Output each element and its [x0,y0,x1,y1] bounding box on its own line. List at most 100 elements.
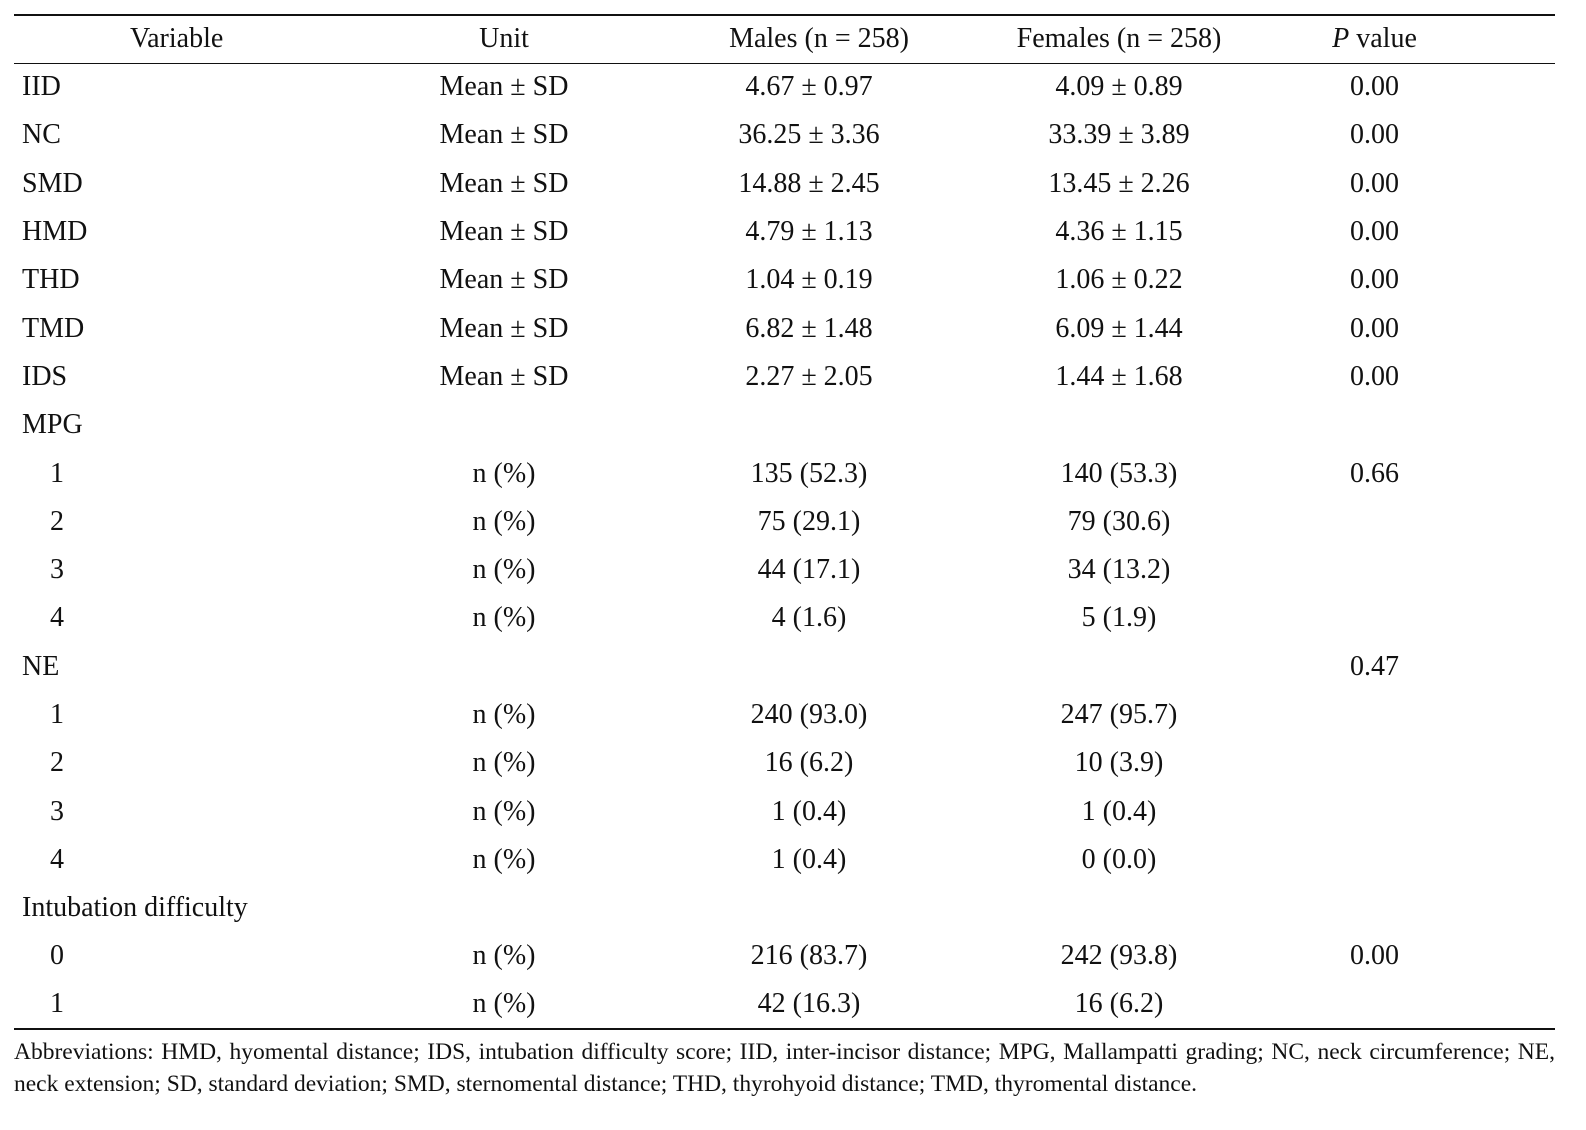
table-row: 0 n (%) 216 (83.7) 242 (93.8) 0.00 [14,932,1555,980]
cell-males: 4.79 ± 1.13 [745,216,873,248]
cell-unit: n (%) [472,602,536,634]
cell-p-value [1284,739,1555,787]
header-p-letter: P [1332,23,1350,55]
data-table-container: Variable Unit Males (n = 258) Females (n… [14,14,1555,1030]
cell-variable: 1 [50,699,64,730]
cell-males: 216 (83.7) [750,940,868,972]
cell-unit: n (%) [472,554,536,586]
header-p-word: value [1349,23,1417,55]
cell-males: 2.27 ± 2.05 [745,360,873,392]
cell-males: 4 (1.6) [771,602,847,634]
cell-variable: Intubation difficulty [22,892,248,924]
cell-females: 34 (13.2) [1067,554,1171,586]
table-row: 4 n (%) 1 (0.4) 0 (0.0) [14,836,1555,884]
cell-unit: Mean ± SD [439,360,569,392]
cell-p-value [1284,546,1555,594]
cell-females: 4.09 ± 0.89 [1055,71,1183,103]
cell-p-value: 0.00 [1350,360,1399,392]
cell-females: 140 (53.3) [1060,457,1178,489]
cell-unit: n (%) [472,747,536,779]
table-row: 4 n (%) 4 (1.6) 5 (1.9) [14,594,1555,642]
cell-variable: 2 [50,747,64,779]
cell-unit: Mean ± SD [439,312,569,344]
cell-p-value [1284,498,1555,546]
cell-variable: 3 [50,795,64,827]
table-row: TMD Mean ± SD 6.82 ± 1.48 6.09 ± 1.44 0.00 [14,304,1555,352]
cell-variable: 2 [50,505,64,537]
cell-unit: Mean ± SD [439,264,569,296]
cell-unit [344,643,664,691]
cell-unit: n (%) [472,699,536,730]
cell-males: 4.67 ± 0.97 [745,71,873,103]
table-row: MPG [14,401,1555,449]
cell-females: 16 (6.2) [954,980,1284,1030]
table-body: IID Mean ± SD 4.67 ± 0.97 4.09 ± 0.89 0.00 NC… [14,63,1555,1030]
cell-unit: n (%) [472,457,536,489]
table-row: IDS Mean ± SD 2.27 ± 2.05 1.44 ± 1.68 0.00 [14,353,1555,401]
cell-females: 1 (0.4) [1081,795,1157,827]
cell-p-value: 0.00 [1350,312,1399,344]
cell-unit: Mean ± SD [439,167,569,199]
cell-p-value: 0.00 [1350,216,1399,248]
cell-males [664,401,954,449]
cell-unit: n (%) [472,940,536,972]
cell-p-value [1284,787,1555,835]
table-row: HMD Mean ± SD 4.79 ± 1.13 4.36 ± 1.15 0.00 [14,208,1555,256]
table-row: NC Mean ± SD 36.25 ± 3.36 33.39 ± 3.89 0.00 [14,111,1555,159]
header-p-value: P value [1284,14,1555,64]
cell-males: 44 (17.1) [757,554,861,586]
cell-males: 14.88 ± 2.45 [738,167,880,199]
cell-males: 1.04 ± 0.19 [745,264,873,296]
cell-p-value: 0.66 [1350,457,1399,489]
cell-p-value: 0.00 [1350,940,1399,972]
cell-unit: n (%) [344,980,664,1030]
header-variable: Variable [14,14,344,64]
cell-females: 79 (30.6) [1067,505,1171,537]
cell-variable: IDS [22,360,68,392]
cell-males: 42 (16.3) [664,980,954,1030]
cell-variable: TMD [22,312,85,344]
cell-unit: n (%) [472,843,536,875]
data-table: Variable Unit Males (n = 258) Females (n… [14,14,1555,1030]
cell-females: 242 (93.8) [1060,940,1178,972]
cell-p-value [1284,401,1555,449]
cell-unit: Mean ± SD [439,119,569,151]
table-row: Intubation difficulty [14,884,1555,932]
cell-females [954,884,1284,932]
cell-unit: Mean ± SD [439,71,569,103]
table-row: SMD Mean ± SD 14.88 ± 2.45 13.45 ± 2.26 0.00 [14,160,1555,208]
cell-variable: 1 [50,457,64,489]
cell-p-value [1284,980,1555,1030]
cell-variable: 0 [50,940,64,972]
table-row: NE 0.47 [14,643,1555,691]
cell-variable: IID [22,71,61,103]
cell-males: 1 (0.4) [771,843,847,875]
table-header-row: Variable Unit Males (n = 258) Females (n… [14,14,1555,64]
cell-females [954,643,1284,691]
cell-females: 247 (95.7) [1060,699,1178,730]
cell-unit [344,401,664,449]
table-row: IID Mean ± SD 4.67 ± 0.97 4.09 ± 0.89 0.00 [14,63,1555,111]
table-row: 1 n (%) 240 (93.0) 247 (95.7) [14,691,1555,739]
cell-females: 10 (3.9) [1074,747,1164,779]
cell-females: 1.06 ± 0.22 [1055,264,1183,296]
table-row: 3 n (%) 1 (0.4) 1 (0.4) [14,787,1555,835]
cell-p-value [1284,691,1555,739]
table-row: THD Mean ± SD 1.04 ± 0.19 1.06 ± 0.22 0.00 [14,256,1555,304]
cell-p-value [1284,884,1555,932]
cell-females [954,401,1284,449]
cell-males: 6.82 ± 1.48 [745,312,873,344]
cell-females: 1.44 ± 1.68 [1055,360,1183,392]
cell-females: 13.45 ± 2.26 [1048,167,1190,199]
cell-females: 6.09 ± 1.44 [1055,312,1183,344]
header-females: Females (n = 258) [954,14,1284,64]
cell-variable: NC [22,119,61,151]
cell-males: 36.25 ± 3.36 [738,119,880,151]
cell-variable: SMD [22,167,83,199]
cell-p-value: 0.47 [1350,650,1399,682]
cell-p-value: 0.00 [1350,71,1399,103]
cell-males: 16 (6.2) [764,747,854,779]
cell-males: 240 (93.0) [750,699,868,730]
header-unit: Unit [344,14,664,64]
